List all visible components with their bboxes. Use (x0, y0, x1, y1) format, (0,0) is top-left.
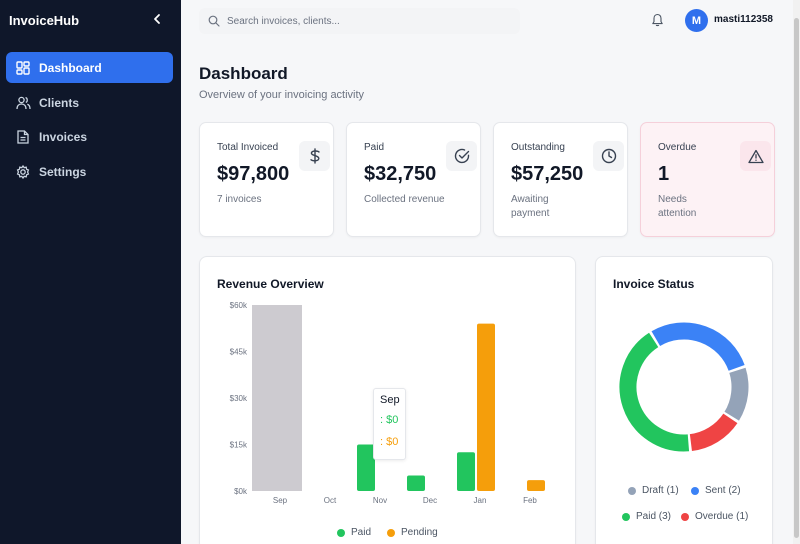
stat-card-overdue: Overdue 1 Needs attention (640, 122, 775, 237)
users-icon (15, 95, 31, 111)
legend-label: Paid (3) (636, 511, 672, 522)
stat-label: Paid (364, 142, 385, 153)
legend-label: Overdue (1) (695, 511, 749, 522)
search-input[interactable] (227, 15, 507, 27)
alert-triangle-icon (740, 141, 771, 171)
stat-label: Overdue (658, 142, 697, 153)
bar-paid-nov (357, 444, 375, 491)
donut-slice-paid (619, 332, 690, 452)
legend-item-overdue[interactable]: Overdue (1) (681, 511, 748, 522)
dollar-icon (299, 141, 330, 171)
page-title: Dashboard (199, 64, 288, 83)
sidebar-item-label: Dashboard (39, 60, 102, 75)
scrollbar-thumb[interactable] (794, 18, 799, 538)
hover-highlight (252, 305, 302, 491)
x-tick-label: Dec (423, 496, 437, 505)
legend-item-sent[interactable]: Sent (2) (691, 485, 741, 496)
username[interactable]: masti112358 (714, 14, 773, 25)
stat-note: Collected revenue (364, 194, 445, 205)
x-tick-label: Jan (474, 496, 487, 505)
sidebar-item-label: Clients (39, 95, 80, 110)
stat-note: Awaiting payment (511, 194, 550, 219)
x-tick-label: Sep (273, 496, 288, 505)
stat-note: 7 invoices (217, 194, 262, 205)
sidebar-item-dashboard[interactable]: Dashboard (6, 52, 173, 83)
legend-item-pending[interactable]: Pending (387, 527, 438, 538)
y-tick-label: $45k (230, 348, 248, 357)
tooltip-title: Sep (380, 394, 400, 406)
legend-swatch (387, 528, 395, 537)
legend-item-paid[interactable]: Paid (3) (622, 511, 671, 522)
search-bar[interactable] (199, 8, 520, 34)
tooltip-pending: : $0 (380, 436, 399, 448)
y-tick-label: $30k (230, 394, 248, 403)
stat-label: Outstanding (511, 142, 565, 153)
sidebar-item-clients[interactable]: Clients (6, 87, 173, 118)
chart-tooltip: Sep : $0 : $0 (373, 388, 406, 460)
avatar[interactable]: M (685, 9, 708, 32)
stat-card-total-invoiced: Total Invoiced $97,800 7 invoices (199, 122, 334, 237)
legend-swatch (628, 486, 636, 495)
donut-slice-overdue (689, 413, 738, 452)
y-tick-label: $0k (234, 487, 248, 496)
bar-paid-dec (407, 475, 425, 491)
chevron-left-icon[interactable] (150, 11, 164, 27)
legend-item-draft[interactable]: Draft (1) (628, 485, 679, 496)
check-circle-icon (446, 141, 477, 171)
legend-label: Draft (1) (642, 485, 679, 496)
revenue-bar-chart: $0k $15k $30k $45k $60k Sep Oct Nov Dec Jan Feb (230, 301, 545, 505)
stat-value: $32,750 (364, 163, 437, 185)
stat-value: $57,250 (511, 163, 584, 185)
bar-pending-feb (527, 480, 545, 491)
legend-swatch (691, 486, 699, 495)
file-icon (15, 129, 31, 145)
brand-logo: InvoiceHub (9, 13, 80, 28)
y-tick-label: $60k (230, 301, 248, 310)
legend-item-paid[interactable]: Paid (337, 527, 371, 538)
sidebar-item-label: Invoices (39, 129, 88, 144)
sidebar-item-settings[interactable]: Settings (6, 156, 173, 187)
legend-label: Pending (401, 527, 438, 538)
sidebar-item-label: Settings (39, 164, 87, 179)
stat-value: $97,800 (217, 163, 290, 185)
legend-label: Sent (2) (705, 485, 741, 496)
sidebar: InvoiceHub Dashboard Clients Invoices (0, 0, 181, 544)
page-subtitle: Overview of your invoicing activity (199, 89, 365, 101)
x-tick-label: Oct (324, 496, 337, 505)
invoice-status-donut (619, 322, 749, 452)
grid-icon (15, 60, 31, 76)
x-tick-label: Nov (373, 496, 387, 505)
bell-icon[interactable] (651, 13, 664, 27)
legend-swatch (337, 528, 345, 537)
legend-label: Paid (351, 527, 372, 538)
panel-title: Invoice Status (613, 277, 695, 291)
search-icon (208, 15, 220, 27)
stat-value: 1 (658, 163, 670, 185)
sidebar-item-invoices[interactable]: Invoices (6, 121, 173, 152)
stat-label: Total Invoiced (217, 142, 279, 153)
bar-pending-jan (477, 323, 495, 491)
x-tick-label: Feb (523, 496, 537, 505)
donut-slice-draft (724, 367, 749, 421)
legend-swatch (681, 512, 689, 521)
donut-slice-sent (651, 322, 745, 372)
stat-card-paid: Paid $32,750 Collected revenue (346, 122, 481, 237)
tooltip-paid: : $0 (380, 414, 399, 426)
panel-title: Revenue Overview (217, 277, 324, 291)
y-tick-label: $15k (230, 441, 248, 450)
stat-card-outstanding: Outstanding $57,250 Awaiting payment (493, 122, 628, 237)
stat-note: Needs attention (658, 194, 697, 219)
bar-paid-jan (457, 452, 475, 491)
gear-icon (15, 164, 31, 180)
clock-icon (593, 141, 624, 171)
legend-swatch (622, 512, 630, 521)
